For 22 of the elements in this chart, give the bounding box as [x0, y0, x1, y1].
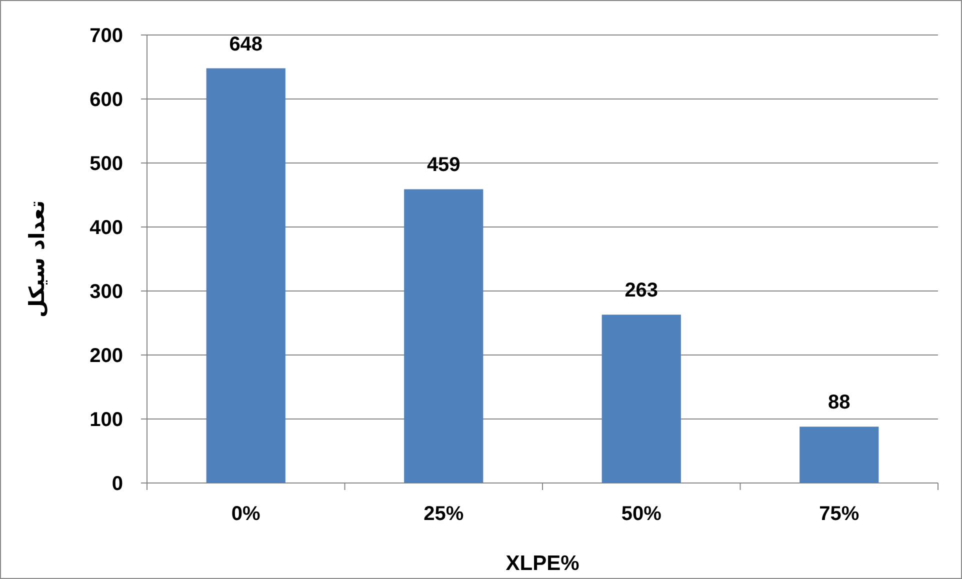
y-tick-label: 300: [90, 281, 123, 303]
x-tick-label: 75%: [819, 503, 860, 525]
y-tick-label: 200: [90, 345, 123, 367]
y-tick-label: 100: [90, 409, 123, 431]
x-axis-title: XLPE%: [506, 552, 580, 575]
x-tick-label: 50%: [621, 503, 662, 525]
bar: [206, 68, 286, 483]
data-label: 648: [229, 33, 263, 56]
bar: [404, 189, 484, 483]
bar: [800, 426, 879, 483]
data-label: 459: [426, 154, 460, 176]
y-tick-label: 500: [90, 153, 123, 175]
x-tick-label: 0%: [231, 503, 261, 525]
bar: [602, 314, 681, 483]
x-tick-label: 25%: [424, 503, 464, 525]
y-tick-label: 700: [90, 25, 123, 47]
y-tick-label: 0: [112, 473, 123, 495]
y-tick-label: 400: [90, 217, 123, 239]
data-label: 88: [828, 392, 850, 414]
y-tick-label: 600: [90, 89, 123, 111]
data-label: 263: [624, 280, 658, 302]
y-axis-title: تعداد سیکل: [25, 200, 49, 318]
